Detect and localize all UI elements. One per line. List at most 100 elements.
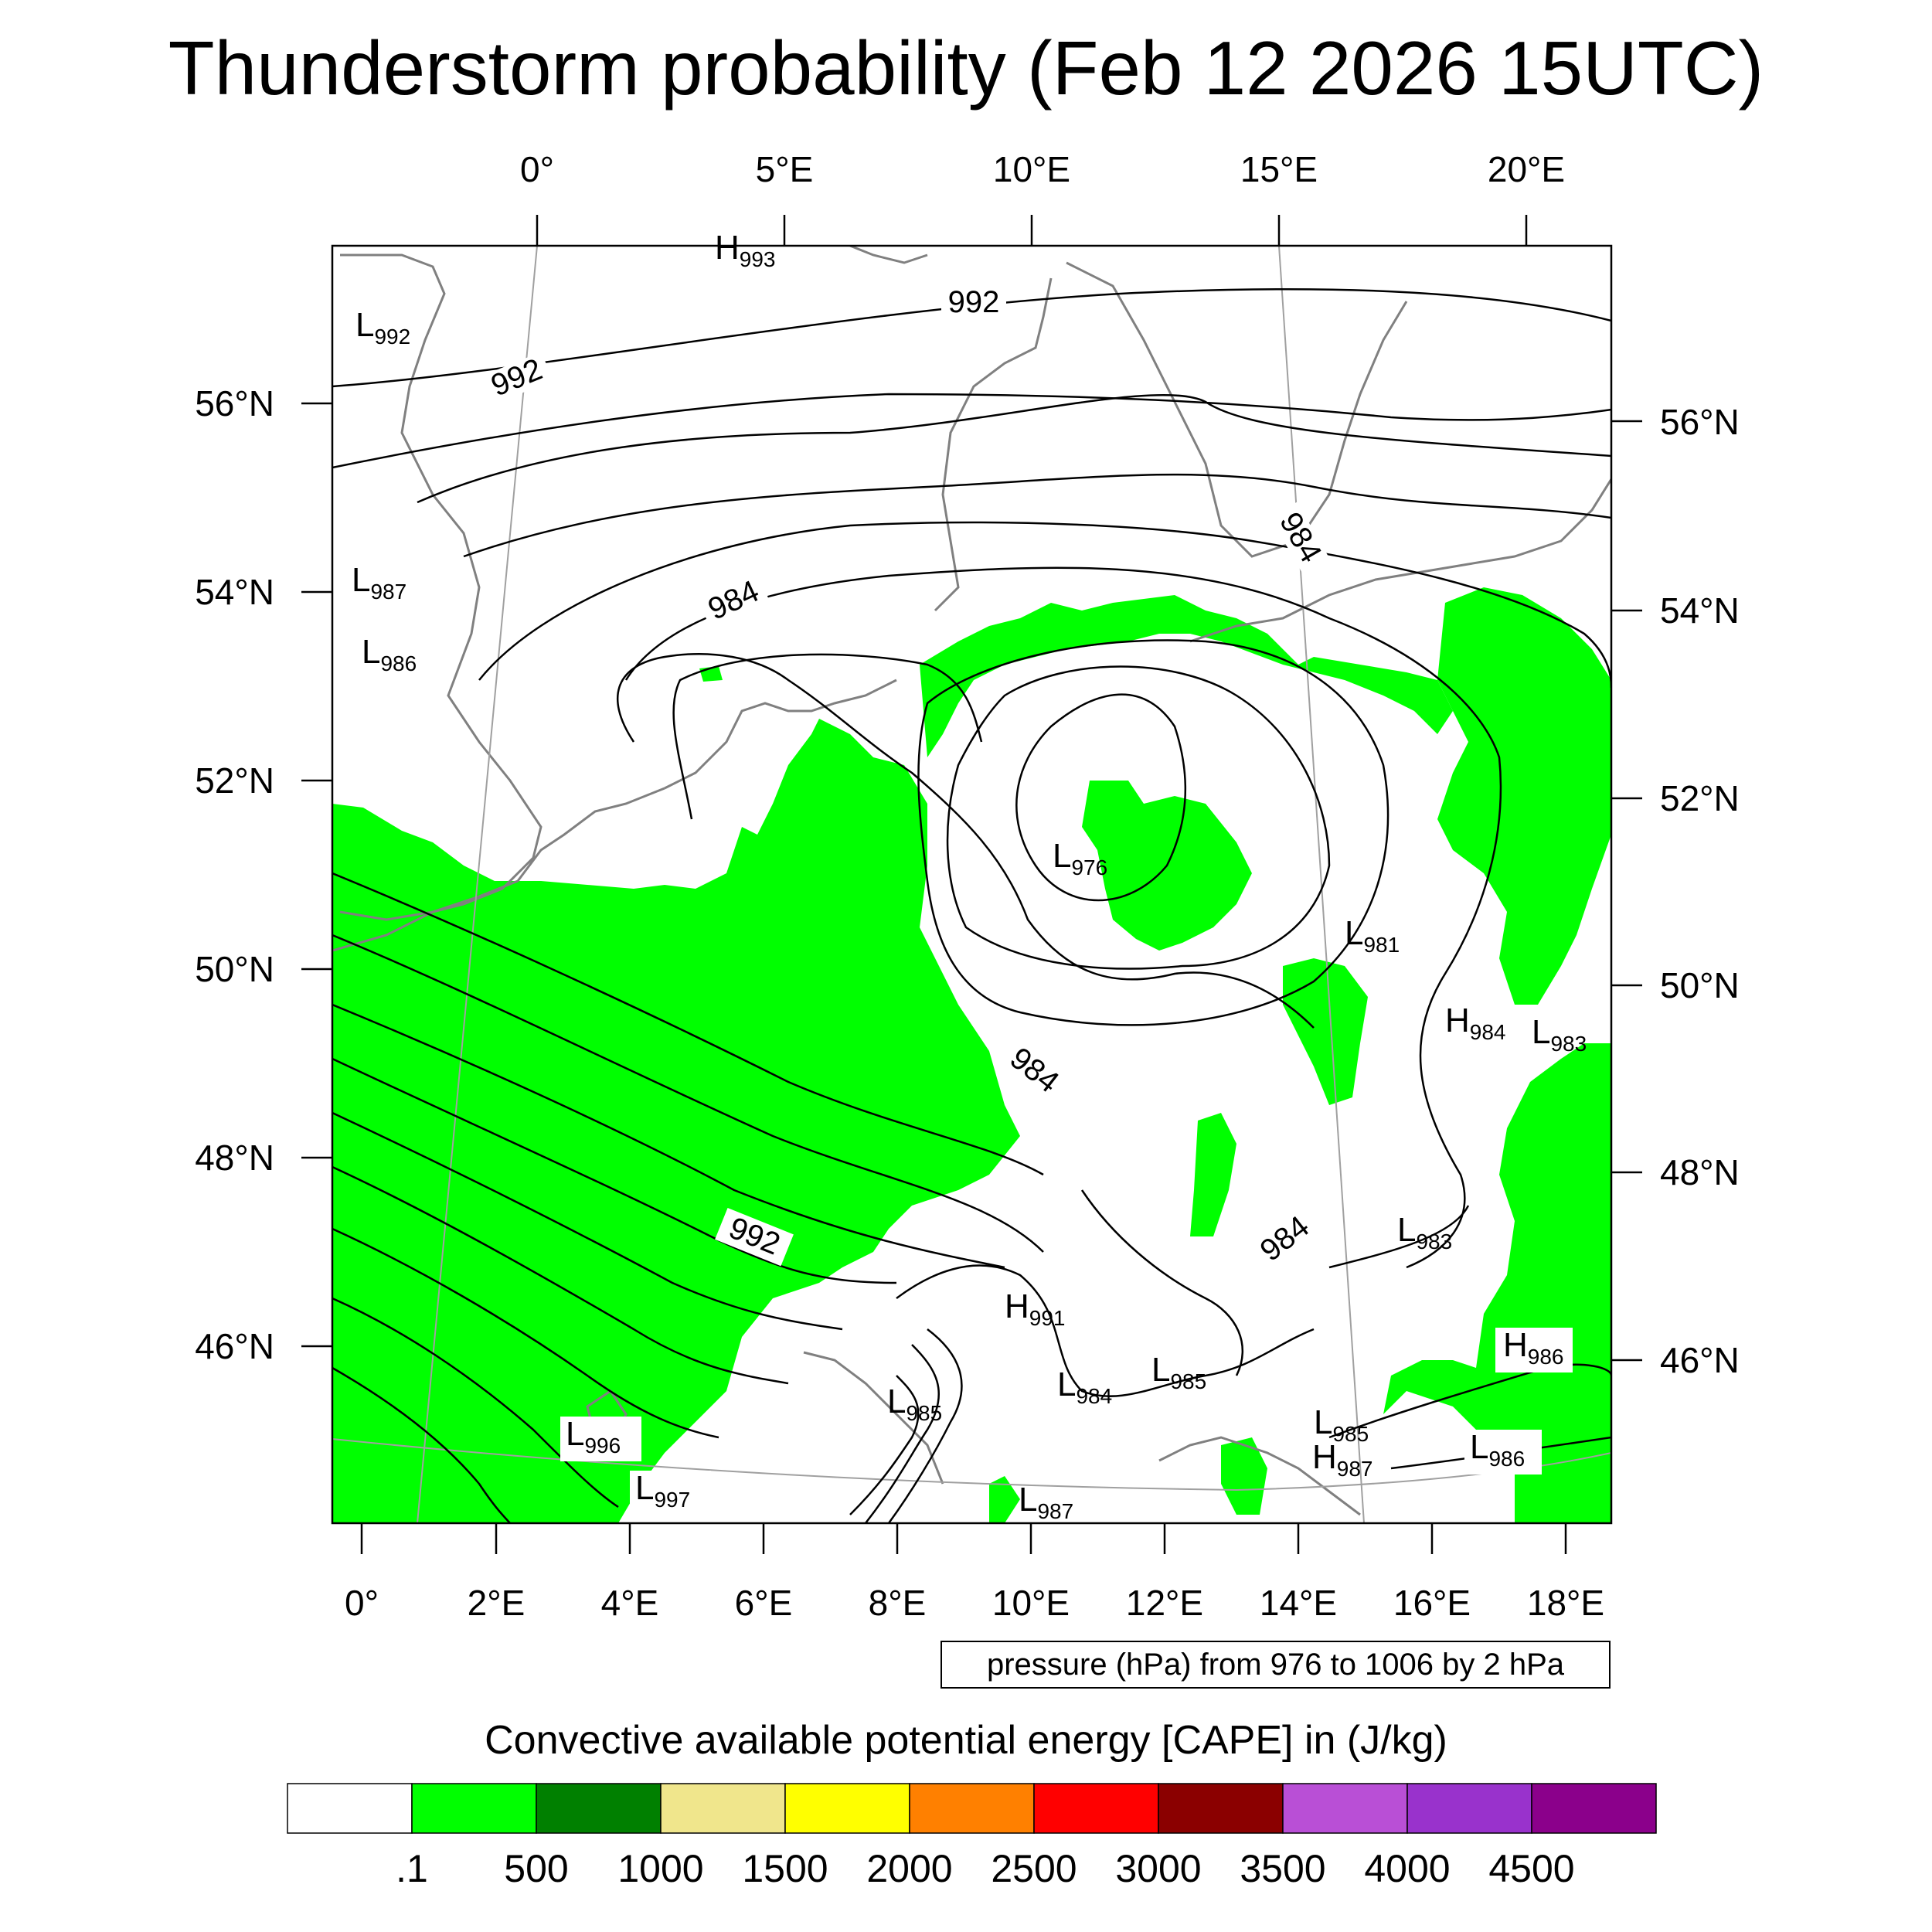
colorbar-label: 2500 [991,1847,1077,1890]
isobar-alps-1 [849,1375,920,1515]
colorbar-label: 3500 [1240,1847,1325,1890]
colorbar-swatch [287,1783,413,1834]
isobar-inner-3 [917,639,1389,1026]
pressure-center-l983: L983 [1397,1211,1452,1253]
chart-title: Thunderstorm probability (Feb 12 2026 15… [168,26,1764,111]
bottom-lon-label: 4°E [601,1583,659,1623]
colorbar-swatch [784,1783,910,1834]
cape-area-east-north [1437,587,1611,1005]
isobar-inner-2 [946,665,1331,970]
top-lon-label: 0° [520,149,554,189]
pressure-centers: H993 L992 L987 L986 L976 L981 H984 L983 … [352,229,1587,1523]
right-lat-label: 50°N [1660,965,1740,1005]
pressure-center-l987-south: L987 [1019,1481,1073,1523]
pressure-center-l986-east: L986 [1470,1428,1525,1471]
left-lat-label: 48°N [195,1138,274,1178]
isobar-sw-5 [332,1165,789,1385]
colorbar-label: 2000 [866,1847,952,1890]
colorbar-label: 500 [504,1847,568,1890]
bottom-lon-label: 18°E [1527,1583,1604,1623]
colorbar-label: 4500 [1488,1847,1574,1890]
isobar-4 [463,473,1611,558]
bottom-lon-label: 14°E [1260,1583,1337,1623]
isobar-sw-2 [332,1003,1005,1269]
top-lon-label: 10°E [993,149,1070,189]
isobar-sw-3 [332,1057,897,1284]
coast-italy [803,1351,944,1485]
right-lat-label: 52°N [1660,778,1740,818]
colorbar-labels: .1 500 1000 1500 2000 2500 3000 3500 400… [396,1847,1574,1890]
isobar-alps-2 [865,1344,940,1523]
right-lat-label: 56°N [1660,402,1740,442]
cape-area-southeast [1383,1043,1611,1523]
coast-norway [849,246,928,264]
bottom-lon-label: 16°E [1393,1583,1471,1623]
bottom-lon-label: 0° [345,1583,379,1623]
pressure-center-l987: L987 [352,561,406,604]
axis-labels: 0° 5°E 10°E 15°E 20°E 0° 2°E 4°E 6°E 8°E… [195,149,1740,1623]
left-lat-label: 54°N [195,572,274,612]
cape-area-small-4 [866,1136,912,1206]
pressure-center-l983-east: L983 [1532,1013,1587,1056]
pressure-contour-note: pressure (hPa) from 976 to 1006 by 2 hPa [940,1641,1611,1689]
colorbar-swatch [660,1783,786,1834]
pressure-center-l997: L997 [635,1469,690,1512]
pressure-center-l976: L976 [1053,837,1107,879]
isobar-6 [624,566,1502,1269]
top-lon-label: 5°E [756,149,814,189]
right-lat-label: 54°N [1660,590,1740,631]
isobar-label: 992 [948,285,1000,319]
pressure-center-l985-center: L985 [1151,1351,1206,1393]
isobar-sw-7 [332,1297,619,1509]
coast-adriatic [1158,1436,1361,1516]
left-lat-label: 46°N [195,1326,274,1366]
pressure-center-h987: H987 [1312,1438,1373,1481]
meridian-15e [1278,246,1365,1523]
map-frame [331,244,1613,1525]
pressure-center-h993: H993 [715,229,776,271]
right-lat-label: 46°N [1660,1340,1740,1380]
coast-france-north [332,787,665,952]
isobar-sw-8 [332,1366,511,1523]
left-lat-label: 56°N [195,383,274,423]
isobar-7 [672,653,983,820]
colorbar-swatch [1033,1783,1159,1834]
colorbar-label: .1 [396,1847,428,1890]
isobar-2 [332,393,1611,469]
isobar-east-1 [1328,1205,1470,1269]
colorbar-swatch [1406,1783,1532,1834]
colorbar-label: 4000 [1364,1847,1450,1890]
bottom-lon-label: 10°E [992,1583,1070,1623]
pressure-center-h991: H991 [1005,1287,1066,1330]
top-lon-label: 20°E [1488,149,1565,189]
bottom-lon-label: 2°E [468,1583,526,1623]
isobar-3 [417,393,1611,504]
isobar-inner-1 [1015,693,1187,902]
cape-area-mid [1283,958,1368,1105]
pressure-center-l981: L981 [1345,914,1400,957]
right-lat-label: 48°N [1660,1152,1740,1192]
colorbar-title: Convective available potential energy [C… [485,1718,1447,1763]
pressure-center-l984: L984 [1057,1366,1112,1408]
isobar-south-wiggle-1 [896,1264,1315,1397]
colorbar-swatch [1282,1783,1408,1834]
cape-shading [332,587,1611,1523]
colorbar-swatch [411,1783,537,1834]
pressure-center-l996: L996 [566,1415,621,1458]
cape-area-small-3 [1221,1437,1267,1515]
pressure-center-l986: L986 [362,633,417,675]
bottom-lon-label: 8°E [869,1583,927,1623]
coast-sweden [1066,261,1408,558]
pressure-center-h986: H986 [1503,1326,1564,1369]
colorbar-swatch [1158,1783,1284,1834]
colorbar-swatch [536,1783,662,1834]
colorbar-label: 1000 [617,1847,703,1890]
left-lat-label: 50°N [195,949,274,989]
cape-area-small-5 [989,1476,1020,1523]
coast-benelux [664,679,897,790]
isobar-sw-9 [332,872,1044,1176]
left-lat-label: 52°N [195,760,274,801]
bottom-lon-label: 12°E [1126,1583,1203,1623]
isobars [332,287,1611,1523]
